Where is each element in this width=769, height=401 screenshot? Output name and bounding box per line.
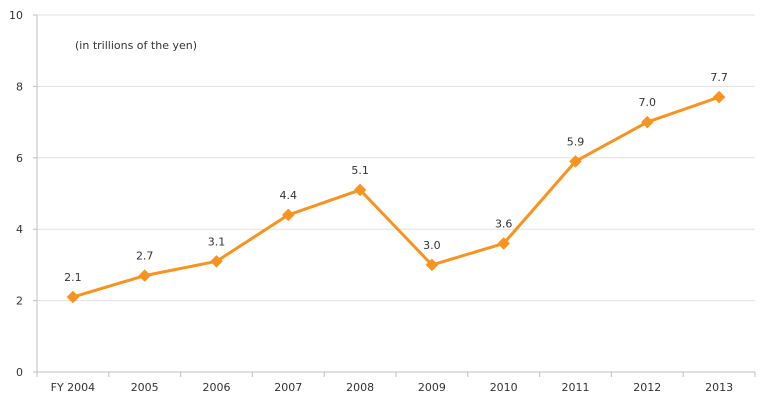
data-label: 7.7: [710, 71, 728, 84]
data-label: 4.4: [280, 189, 298, 202]
y-tick-label: 0: [16, 366, 23, 379]
unit-note: (in trillions of the yen): [75, 39, 197, 52]
x-tick-label: 2009: [418, 381, 446, 394]
y-tick-label: 8: [16, 80, 23, 93]
data-point-marker: [353, 183, 367, 197]
axis-layer: 0 2 4 6 8 10 FY 2004 2005 2006 2007 2008 2009 2010 20…: [9, 9, 756, 394]
y-tick-label: 4: [16, 223, 23, 236]
y-tick-label: 10: [9, 9, 23, 22]
x-tick-label: 2012: [633, 381, 661, 394]
data-point-marker: [497, 237, 511, 250]
data-label: 3.0: [423, 239, 441, 252]
data-label: 2.7: [136, 250, 154, 263]
x-tick-label: 2011: [562, 381, 590, 394]
y-tick-label: 6: [16, 152, 23, 165]
x-tick-label: 2010: [490, 381, 518, 394]
label-layer: 2.1 2.7 3.1 4.4 5.1 3.0 3.6 5.9 7.0 7.7: [64, 71, 728, 284]
grid-layer: [37, 14, 755, 302]
data-point-marker: [640, 115, 654, 129]
line-layer: [72, 95, 720, 299]
data-label: 5.9: [567, 135, 585, 148]
x-tick-label: FY 2004: [51, 381, 96, 394]
data-point-marker: [425, 258, 439, 272]
marker-layer: [66, 90, 726, 304]
y-tick-label: 2: [16, 295, 23, 308]
data-point-marker: [66, 290, 80, 304]
data-label: 3.1: [208, 235, 226, 248]
data-label: 7.0: [639, 96, 657, 109]
data-point-marker: [712, 90, 726, 104]
x-tick-label: 2008: [346, 381, 374, 394]
x-tick-label: 2006: [203, 381, 231, 394]
data-label: 3.6: [495, 217, 513, 230]
x-tick-label: 2013: [705, 381, 733, 394]
data-point-marker: [281, 208, 295, 222]
data-point-marker: [138, 269, 152, 282]
data-point-marker: [210, 254, 223, 268]
data-point-marker: [569, 155, 582, 168]
x-tick-label: 2007: [274, 381, 302, 394]
data-label: 2.1: [64, 271, 82, 284]
series-line: [72, 95, 720, 299]
x-tick-label: 2005: [131, 381, 159, 394]
data-label: 5.1: [351, 164, 369, 177]
